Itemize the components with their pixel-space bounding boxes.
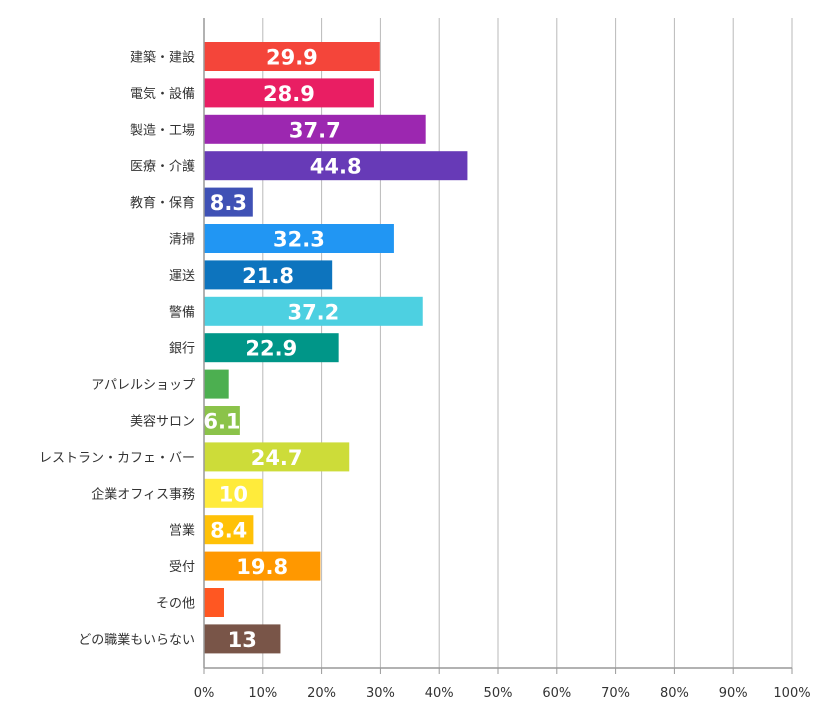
category-label: 清掃 bbox=[169, 232, 195, 248]
category-label: 営業 bbox=[169, 523, 195, 539]
bar bbox=[204, 260, 333, 290]
bar bbox=[204, 151, 468, 181]
bar bbox=[204, 551, 321, 581]
bar bbox=[204, 42, 380, 71]
category-label: 警備 bbox=[169, 304, 195, 320]
category-label: その他 bbox=[156, 597, 195, 612]
x-tick-label: 60% bbox=[542, 686, 571, 701]
data-label: 10 bbox=[219, 482, 248, 506]
category-label: 製造・工場 bbox=[130, 123, 195, 138]
bars bbox=[204, 42, 468, 654]
bar bbox=[204, 224, 394, 253]
category-label: 受付 bbox=[169, 560, 195, 575]
category-label: 運送 bbox=[169, 269, 195, 284]
category-label: 建築・建設 bbox=[130, 50, 195, 66]
category-labels: 建築・建設電気・設備製造・工場医療・介護教育・保育清掃運送警備銀行アパレルショッ… bbox=[39, 50, 195, 648]
bar bbox=[204, 333, 339, 363]
data-label: 29.9 bbox=[266, 46, 318, 70]
data-label: 22.9 bbox=[245, 337, 297, 361]
data-label: 32.3 bbox=[273, 228, 325, 252]
category-label: 教育・保育 bbox=[130, 195, 195, 211]
x-tick-label: 50% bbox=[484, 686, 513, 701]
data-label: 37.2 bbox=[287, 300, 339, 324]
axes bbox=[203, 18, 793, 674]
bar bbox=[204, 624, 281, 654]
category-label: アパレルショップ bbox=[91, 378, 195, 393]
category-label: どの職業もいらない bbox=[78, 632, 195, 648]
category-label: レストラン・カフェ・バー bbox=[39, 451, 195, 466]
bar bbox=[204, 78, 374, 108]
x-tick-label: 100% bbox=[773, 686, 810, 701]
x-tick-label: 30% bbox=[366, 686, 395, 701]
data-label: 19.8 bbox=[236, 555, 288, 579]
bar bbox=[204, 369, 229, 399]
x-tick-label: 0% bbox=[194, 686, 215, 701]
data-labels: 29.9 28.9 37.7 44.8 8.3 32.3 21.8 37.2 22.9 6.1 24… bbox=[203, 46, 361, 652]
data-label: 28.9 bbox=[263, 82, 315, 106]
data-label: 8.3 bbox=[210, 191, 247, 215]
x-tick-label: 40% bbox=[425, 686, 454, 701]
bar bbox=[204, 588, 224, 617]
bar bbox=[204, 442, 350, 472]
data-label: 8.4 bbox=[210, 519, 247, 543]
x-tick-label: 20% bbox=[307, 686, 336, 701]
x-tick-label: 10% bbox=[248, 686, 277, 701]
bar bbox=[204, 187, 253, 217]
bar bbox=[204, 478, 263, 508]
data-label: 13 bbox=[228, 628, 257, 652]
x-tick-labels: 0% 10% 20% 30% 40% 50% 60% 70% 80% 90% 100% bbox=[194, 686, 811, 701]
bar bbox=[204, 296, 423, 326]
bar bbox=[204, 114, 426, 144]
bar bbox=[204, 406, 240, 435]
category-label: 医療・介護 bbox=[130, 159, 195, 175]
category-label: 銀行 bbox=[169, 342, 195, 357]
category-label: 電気・設備 bbox=[130, 86, 195, 102]
data-label: 24.7 bbox=[251, 446, 303, 470]
data-label: 37.7 bbox=[289, 118, 341, 142]
x-tick-label: 70% bbox=[601, 686, 630, 701]
data-label: 44.8 bbox=[310, 155, 362, 179]
data-label: 6.1 bbox=[203, 410, 240, 434]
x-tick-label: 90% bbox=[719, 686, 748, 701]
category-label: 美容サロン bbox=[130, 414, 195, 430]
category-label: 企業オフィス事務 bbox=[91, 486, 195, 502]
data-label: 21.8 bbox=[242, 264, 294, 288]
x-tick-label: 80% bbox=[660, 686, 689, 701]
bar bbox=[204, 515, 254, 545]
